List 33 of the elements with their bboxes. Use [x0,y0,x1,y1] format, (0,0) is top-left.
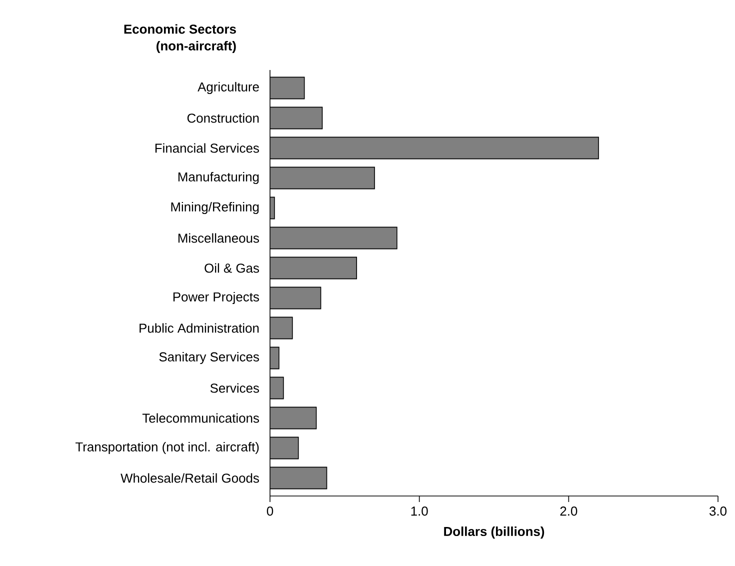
bar [270,106,323,130]
y-tick-label: Oil & Gas [204,263,260,273]
chart-subtitle: (non-aircraft) [156,40,236,54]
y-tick-label: Public Administration [140,323,259,333]
y-tick-label: Transportation (not incl. aircraft) [76,442,259,454]
bar [270,406,317,430]
bar [270,316,293,340]
bar [270,466,328,490]
y-tick-label: Sanitary Services [159,352,259,364]
y-tick-label: Manufacturing [178,172,259,184]
bar [270,377,284,399]
y-tick-label: Construction [187,113,259,123]
bar [270,436,299,460]
y-tick-label: Agriculture [198,82,259,94]
y-tick-label: Financial Services [155,143,259,153]
x-axis-title: Dollars (billions) [444,526,544,539]
y-tick-label: Services [210,383,260,393]
bar [270,76,305,100]
bar [270,286,322,310]
y-tick-label: Telecommunications [142,413,260,423]
y-tick-label: Power Projects [173,292,259,304]
x-tick-label: 3.0 [710,506,727,516]
x-tick-label: 2.0 [560,506,578,516]
y-tick-label: Miscellaneous [178,233,260,243]
chart-title: Economic Sectors [124,24,236,34]
bar [270,226,398,250]
x-tick-label: 0 [266,506,274,516]
bar [270,256,358,280]
y-tick-label: Wholesale/Retail Goods [120,473,259,483]
bar [270,136,599,160]
x-tick-label: 1.0 [411,506,428,516]
y-tick-label: Mining/Refining [171,202,259,214]
bar [270,166,375,190]
